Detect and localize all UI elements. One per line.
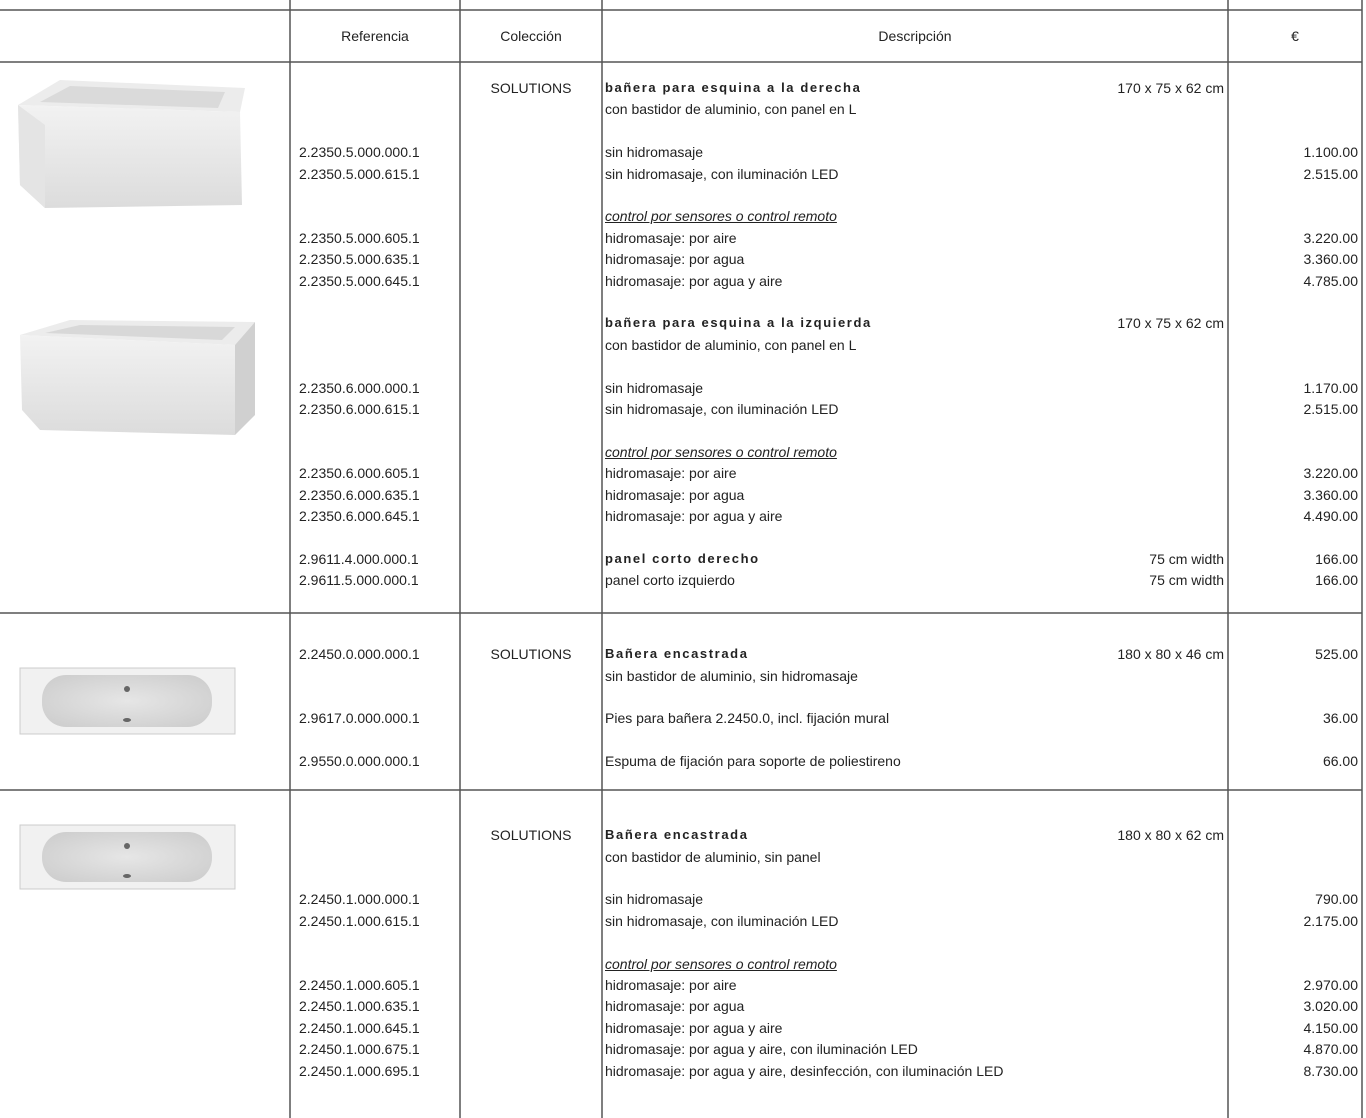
reference: 2.2450.0.000.000.1 [299,646,420,663]
description: panel corto derecho [605,550,760,566]
price: 8.730.00 [1303,1062,1359,1079]
description: sin hidromasaje, con iluminación LED [605,165,839,182]
note: control por sensores o control remoto [605,208,837,225]
description: bañera para esquina a la derecha [605,80,862,95]
price: 2.515.00 [1303,165,1359,182]
reference: 2.2450.1.000.695.1 [299,1062,420,1079]
price: 36.00 [1322,710,1358,727]
description: hidromasaje: por agua [605,486,745,503]
reference: 2.2350.5.000.605.1 [299,229,420,246]
reference: 2.2350.5.000.645.1 [299,272,420,289]
header-collection: Colección [500,28,562,44]
description: hidromasaje: por agua y aire [605,272,783,289]
reference: 2.9550.0.000.000.1 [299,753,420,770]
description: con bastidor de aluminio, con panel en L [605,101,857,118]
price: 2.515.00 [1303,401,1359,417]
collection: SOLUTIONS [490,80,572,96]
price: 1.170.00 [1303,379,1359,396]
reference: 2.2450.1.000.635.1 [299,998,420,1015]
price: 166.00 [1315,572,1358,589]
description: sin hidromasaje, con iluminación LED [605,912,839,929]
collection: SOLUTIONS [490,646,572,663]
bathtub-image [19,667,236,735]
reference: 2.2350.6.000.645.1 [299,508,420,524]
price: 3.020.00 [1303,998,1359,1015]
description: sin bastidor de aluminio, sin hidromasaj… [605,667,858,684]
description: hidromasaje: por agua [605,998,745,1015]
description: sin hidromasaje [605,144,704,161]
bathtub-image [20,320,255,435]
note: control por sensores o control remoto [605,443,837,460]
reference: 2.2450.1.000.675.1 [299,1041,420,1058]
price: 66.00 [1322,753,1358,770]
note: control por sensores o control remoto [605,955,837,972]
description: sin hidromasaje [605,891,704,908]
price: 3.220.00 [1303,465,1359,482]
price: 4.150.00 [1303,1019,1359,1036]
description: hidromasaje: por aire [605,977,737,993]
reference: 2.9617.0.000.000.1 [299,710,420,727]
reference: 2.9611.4.000.000.1 [299,550,419,567]
price: 4.490.00 [1303,508,1359,524]
reference: 2.2450.1.000.615.1 [299,912,420,929]
reference: 2.2350.5.000.635.1 [299,251,420,268]
reference: 2.9611.5.000.000.1 [299,572,419,589]
description: Bañera encastrada [605,646,749,662]
bathtub-image [18,80,245,208]
price: 3.360.00 [1303,486,1359,503]
dimensions: 170 x 75 x 62 cm [1117,80,1224,96]
price: 790.00 [1315,891,1358,908]
price: 525.00 [1315,646,1358,663]
description: sin hidromasaje [605,379,704,396]
dimensions: 75 cm width [1149,572,1224,589]
price: 2.175.00 [1303,912,1359,929]
description: Espuma de fijación para soporte de polie… [605,753,901,770]
description: Bañera encastrada [605,827,749,843]
price: 3.220.00 [1303,229,1359,246]
description: con bastidor de aluminio, con panel en L [605,336,857,353]
reference: 2.2350.6.000.605.1 [299,465,420,482]
description: hidromasaje: por aire [605,465,737,482]
price: 166.00 [1315,550,1358,567]
header-price: € [1291,28,1299,44]
price: 1.100.00 [1303,144,1359,161]
description: sin hidromasaje, con iluminación LED [605,401,839,417]
description: hidromasaje: por agua y aire [605,508,783,524]
reference: 2.2350.6.000.615.1 [299,401,420,417]
reference: 2.2450.1.000.645.1 [299,1019,420,1036]
description: con bastidor de aluminio, sin panel [605,848,821,865]
bathtub-image [19,824,236,890]
reference: 2.2450.1.000.605.1 [299,977,420,993]
description: hidromasaje: por agua y aire, con ilumin… [605,1041,918,1058]
reference: 2.2350.6.000.000.1 [299,379,420,396]
description: hidromasaje: por aire [605,229,737,246]
description: panel corto izquierdo [605,572,735,589]
description: hidromasaje: por agua y aire [605,1019,783,1036]
description: bañera para esquina a la izquierda [605,315,872,331]
price: 3.360.00 [1303,251,1359,268]
dimensions: 170 x 75 x 62 cm [1117,315,1224,332]
collection: SOLUTIONS [490,827,572,844]
dimensions: 180 x 80 x 46 cm [1117,646,1224,663]
description: hidromasaje: por agua [605,251,745,268]
description: Pies para bañera 2.2450.0, incl. fijació… [605,710,890,727]
header-reference: Referencia [341,28,409,44]
reference: 2.2350.5.000.615.1 [299,165,420,182]
reference: 2.2450.1.000.000.1 [299,891,420,908]
price: 4.870.00 [1303,1041,1359,1058]
header-description: Descripción [878,28,952,44]
dimensions: 180 x 80 x 62 cm [1117,827,1224,844]
reference: 2.2350.5.000.000.1 [299,144,420,161]
price: 2.970.00 [1303,977,1359,993]
price: 4.785.00 [1303,272,1359,289]
description: hidromasaje: por agua y aire, desinfecci… [605,1062,1004,1079]
reference: 2.2350.6.000.635.1 [299,486,420,503]
dimensions: 75 cm width [1149,550,1224,567]
